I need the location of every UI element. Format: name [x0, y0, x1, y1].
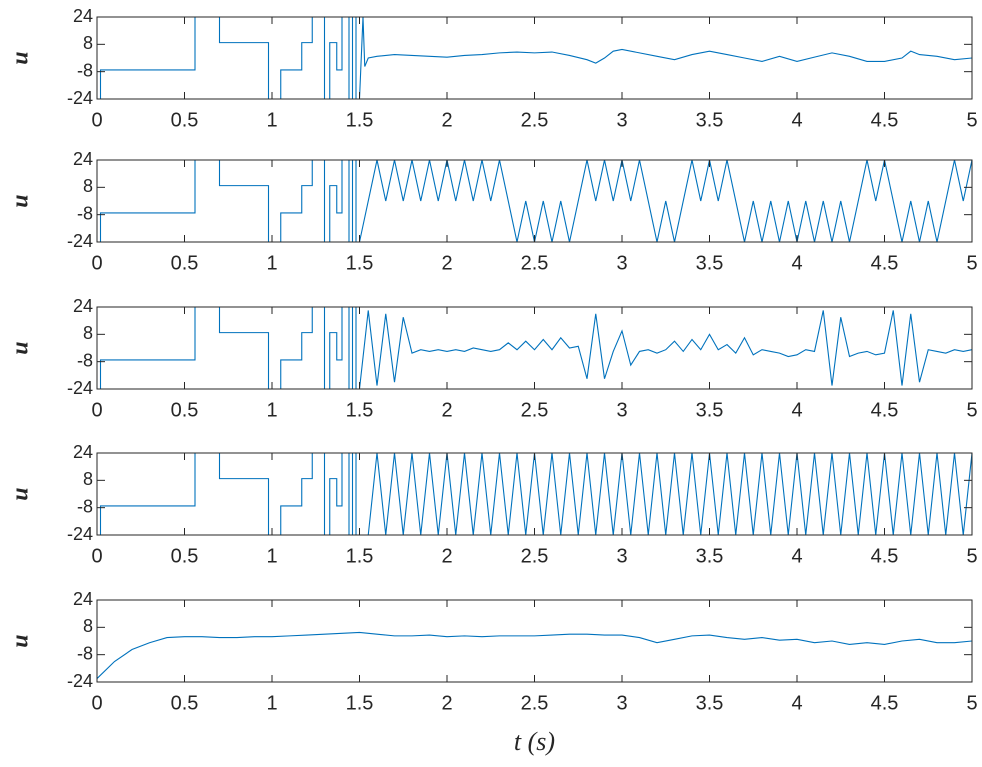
- x-tick-label: 3: [616, 692, 627, 714]
- x-tick-label: 4.5: [871, 252, 899, 274]
- x-axis-label: t (s): [514, 727, 555, 756]
- y-tick-label: 8: [83, 33, 93, 53]
- x-tick-label: 0.5: [171, 399, 199, 421]
- y-tick-label: 24: [73, 149, 93, 169]
- x-tick-label: 3.5: [696, 399, 724, 421]
- x-tick-label: 5: [966, 252, 977, 274]
- x-tick-label: 0: [91, 692, 102, 714]
- x-tick-label: 2: [441, 545, 452, 567]
- x-tick-label: 2.5: [521, 692, 549, 714]
- x-tick-label: 0: [91, 545, 102, 567]
- x-tick-label: 4: [791, 692, 802, 714]
- x-tick-label: 4.5: [871, 692, 899, 714]
- x-tick-label: 1.5: [346, 399, 374, 421]
- y-tick-label: 24: [73, 589, 93, 609]
- y-tick-label: -24: [67, 231, 93, 251]
- y-tick-label: 24: [73, 296, 93, 316]
- y-tick-label: -8: [77, 643, 93, 663]
- x-tick-label: 2.5: [521, 109, 549, 131]
- axes-box: [96, 306, 973, 390]
- x-tick-label: 5: [966, 692, 977, 714]
- x-tick-label: 1.5: [346, 545, 374, 567]
- x-tick-label: 3.5: [696, 692, 724, 714]
- axes-box: [96, 16, 973, 100]
- y-axis-label: u: [8, 51, 34, 64]
- x-tick-label: 4.5: [871, 545, 899, 567]
- x-tick-label: 2.5: [521, 545, 549, 567]
- y-axis-label: u: [8, 341, 34, 354]
- x-tick-label: 5: [966, 109, 977, 131]
- x-tick-label: 1: [266, 109, 277, 131]
- x-tick-label: 4: [791, 252, 802, 274]
- y-axis-label: u: [8, 634, 34, 647]
- x-tick-label: 0: [91, 399, 102, 421]
- x-tick-label: 0.5: [171, 109, 199, 131]
- y-tick-label: 8: [83, 323, 93, 343]
- axes-box: [96, 452, 973, 536]
- x-tick-label: 1.5: [346, 692, 374, 714]
- y-tick-label: -8: [77, 350, 93, 370]
- y-tick-label: 24: [73, 442, 93, 462]
- x-tick-label: 3.5: [696, 545, 724, 567]
- x-tick-label: 4: [791, 545, 802, 567]
- y-tick-label: 24: [73, 6, 93, 26]
- plot-area: [97, 17, 972, 99]
- x-tick-label: 1: [266, 399, 277, 421]
- x-tick-label: 2: [441, 252, 452, 274]
- y-tick-label: 8: [83, 469, 93, 489]
- plot-area: [97, 307, 972, 389]
- x-tick-label: 2.5: [521, 399, 549, 421]
- data-line: [97, 16, 972, 100]
- y-tick-label: 8: [83, 616, 93, 636]
- y-tick-label: -8: [77, 203, 93, 223]
- x-tick-label: 4: [791, 109, 802, 131]
- x-tick-label: 4: [791, 399, 802, 421]
- x-tick-label: 5: [966, 545, 977, 567]
- y-tick-label: -24: [67, 671, 93, 691]
- x-tick-label: 0.5: [171, 692, 199, 714]
- x-tick-label: 3.5: [696, 109, 724, 131]
- x-tick-label: 4.5: [871, 399, 899, 421]
- x-tick-label: 4.5: [871, 109, 899, 131]
- x-tick-label: 5: [966, 399, 977, 421]
- x-tick-label: 1.5: [346, 252, 374, 274]
- x-tick-label: 2.5: [521, 252, 549, 274]
- y-tick-label: -8: [77, 60, 93, 80]
- y-tick-label: -24: [67, 378, 93, 398]
- x-tick-label: 0: [91, 109, 102, 131]
- plot-area: [97, 453, 972, 535]
- plot-area: [97, 600, 972, 682]
- x-tick-label: 3: [616, 252, 627, 274]
- axes-box: [96, 159, 973, 243]
- y-tick-label: -24: [67, 524, 93, 544]
- x-tick-label: 3: [616, 545, 627, 567]
- data-line: [97, 631, 972, 679]
- x-tick-label: 0.5: [171, 252, 199, 274]
- y-axis-label: u: [8, 487, 34, 500]
- x-tick-label: 2: [441, 109, 452, 131]
- x-tick-label: 3.5: [696, 252, 724, 274]
- x-tick-label: 2: [441, 399, 452, 421]
- x-tick-label: 1: [266, 692, 277, 714]
- x-tick-label: 3: [616, 399, 627, 421]
- x-tick-label: 2: [441, 692, 452, 714]
- y-axis-label: u: [8, 194, 34, 207]
- plot-area: [97, 160, 972, 242]
- x-tick-label: 1.5: [346, 109, 374, 131]
- y-tick-label: -24: [67, 88, 93, 108]
- x-tick-label: 1: [266, 545, 277, 567]
- x-tick-label: 0: [91, 252, 102, 274]
- x-tick-label: 0.5: [171, 545, 199, 567]
- x-tick-label: 1: [266, 252, 277, 274]
- axes-box: [96, 599, 973, 683]
- x-tick-label: 3: [616, 109, 627, 131]
- y-tick-label: -8: [77, 496, 93, 516]
- y-tick-label: 8: [83, 176, 93, 196]
